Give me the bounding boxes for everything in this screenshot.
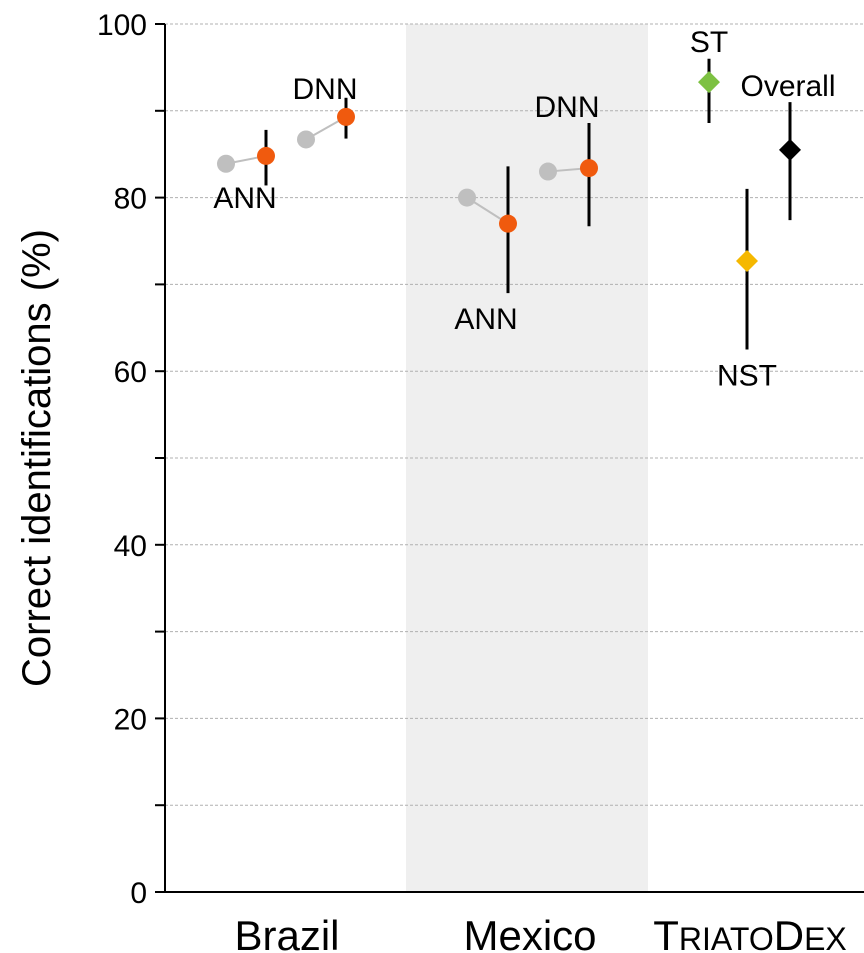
- point-prior: [458, 188, 476, 207]
- y-tick-label: 80: [114, 183, 147, 216]
- annotation-ann: ANN: [213, 182, 276, 215]
- gridlines: [165, 23, 864, 806]
- y-tick-label: 40: [114, 530, 147, 563]
- category-label-brazil: Brazil: [234, 912, 339, 953]
- annotation-dnn: DNN: [535, 91, 600, 124]
- category-label-triatodex: TRIATODEX: [653, 912, 847, 953]
- y-tick-label: 60: [114, 356, 147, 389]
- annotation-dnn: DNN: [293, 73, 358, 106]
- annotation-overall: Overall: [740, 70, 835, 103]
- y-axis: 0 20 40 60 80 100 Correct identifications (%): [15, 9, 864, 910]
- y-axis-label: Correct identifications (%): [15, 229, 59, 687]
- annotation-ann: ANN: [454, 303, 517, 336]
- category-label-mexico: Mexico: [463, 912, 596, 953]
- point-dnn: [337, 107, 355, 126]
- point-ann: [257, 146, 275, 165]
- point-dnn: [580, 159, 598, 178]
- y-tick-label: 20: [114, 703, 147, 736]
- annotation-st: ST: [690, 26, 728, 59]
- point-prior: [539, 162, 557, 181]
- point-prior: [217, 154, 235, 173]
- point-prior: [297, 130, 315, 149]
- point-ann: [499, 214, 517, 233]
- diamond-overall: [779, 138, 801, 161]
- diamond-st: [698, 71, 720, 94]
- y-tick-label: 0: [130, 877, 147, 910]
- diamond-nst: [736, 249, 758, 272]
- labels: Brazil Mexico TRIATODEX ANN DNN ANN DNN ST NST Ov…: [213, 26, 846, 953]
- annotation-nst: NST: [717, 360, 777, 393]
- data-marks: [217, 58, 801, 350]
- y-tick-label: 100: [97, 9, 147, 42]
